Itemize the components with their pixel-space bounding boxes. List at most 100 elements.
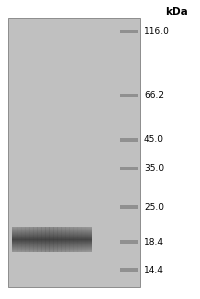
- Bar: [68, 227, 70, 252]
- Bar: [76, 227, 78, 252]
- Bar: [75, 227, 76, 252]
- Bar: [91, 227, 92, 252]
- Bar: [12, 231, 92, 232]
- Bar: [120, 30, 138, 33]
- Bar: [12, 235, 92, 236]
- Bar: [37, 227, 39, 252]
- Bar: [53, 227, 55, 252]
- Bar: [29, 227, 31, 252]
- Bar: [36, 227, 38, 252]
- Bar: [13, 227, 15, 252]
- Text: 18.4: 18.4: [144, 238, 164, 247]
- Bar: [60, 227, 62, 252]
- Bar: [44, 227, 46, 252]
- Bar: [12, 246, 92, 247]
- Bar: [12, 248, 92, 249]
- Bar: [21, 227, 23, 252]
- Bar: [120, 269, 138, 272]
- Bar: [12, 239, 92, 240]
- Bar: [12, 234, 92, 235]
- Text: 14.4: 14.4: [144, 266, 164, 275]
- Bar: [12, 227, 92, 228]
- Bar: [120, 240, 138, 244]
- Bar: [57, 227, 59, 252]
- Bar: [43, 227, 44, 252]
- Text: kDa: kDa: [165, 7, 187, 17]
- Bar: [41, 227, 43, 252]
- Bar: [59, 227, 60, 252]
- Bar: [45, 227, 47, 252]
- Bar: [48, 227, 50, 252]
- Bar: [89, 227, 91, 252]
- Text: 25.0: 25.0: [144, 203, 164, 212]
- Bar: [23, 227, 24, 252]
- Bar: [79, 227, 80, 252]
- Bar: [12, 228, 92, 229]
- Bar: [12, 243, 92, 244]
- Bar: [12, 244, 92, 245]
- Bar: [25, 227, 27, 252]
- Bar: [28, 227, 30, 252]
- Bar: [88, 227, 90, 252]
- Bar: [40, 227, 42, 252]
- Bar: [52, 227, 54, 252]
- Bar: [19, 227, 20, 252]
- Bar: [12, 235, 92, 236]
- Bar: [12, 251, 92, 252]
- Bar: [56, 227, 58, 252]
- Bar: [55, 227, 56, 252]
- Bar: [72, 227, 74, 252]
- Bar: [120, 167, 138, 170]
- Bar: [73, 227, 75, 252]
- Bar: [12, 249, 92, 250]
- Bar: [12, 233, 92, 234]
- Bar: [39, 227, 40, 252]
- Bar: [12, 240, 92, 241]
- Text: 45.0: 45.0: [144, 135, 164, 144]
- Bar: [83, 227, 84, 252]
- Bar: [120, 205, 138, 209]
- Bar: [12, 230, 92, 231]
- Bar: [67, 227, 68, 252]
- Bar: [12, 234, 92, 235]
- Bar: [12, 229, 92, 230]
- Bar: [12, 227, 14, 252]
- Bar: [24, 227, 26, 252]
- Bar: [47, 227, 48, 252]
- Bar: [12, 230, 92, 231]
- Bar: [63, 227, 64, 252]
- Bar: [17, 227, 19, 252]
- Bar: [77, 227, 79, 252]
- Bar: [12, 232, 92, 233]
- Bar: [12, 240, 92, 241]
- Bar: [27, 227, 28, 252]
- Bar: [35, 227, 36, 252]
- Text: 116.0: 116.0: [144, 27, 170, 36]
- Bar: [12, 238, 92, 239]
- Bar: [61, 227, 63, 252]
- Bar: [15, 227, 16, 252]
- Bar: [12, 237, 92, 238]
- Bar: [120, 94, 138, 97]
- Bar: [49, 227, 51, 252]
- Bar: [87, 227, 88, 252]
- Bar: [81, 227, 83, 252]
- Bar: [12, 245, 92, 246]
- Bar: [65, 227, 67, 252]
- Bar: [12, 229, 92, 230]
- Bar: [12, 241, 92, 242]
- Bar: [12, 239, 92, 240]
- Bar: [33, 227, 35, 252]
- Bar: [20, 227, 22, 252]
- Bar: [12, 242, 92, 243]
- Bar: [12, 250, 92, 251]
- Bar: [85, 227, 87, 252]
- Bar: [51, 227, 52, 252]
- Text: 35.0: 35.0: [144, 164, 164, 173]
- Bar: [31, 227, 32, 252]
- Bar: [12, 236, 92, 237]
- Bar: [12, 245, 92, 246]
- Bar: [64, 227, 66, 252]
- Bar: [12, 247, 92, 248]
- Text: 66.2: 66.2: [144, 91, 164, 100]
